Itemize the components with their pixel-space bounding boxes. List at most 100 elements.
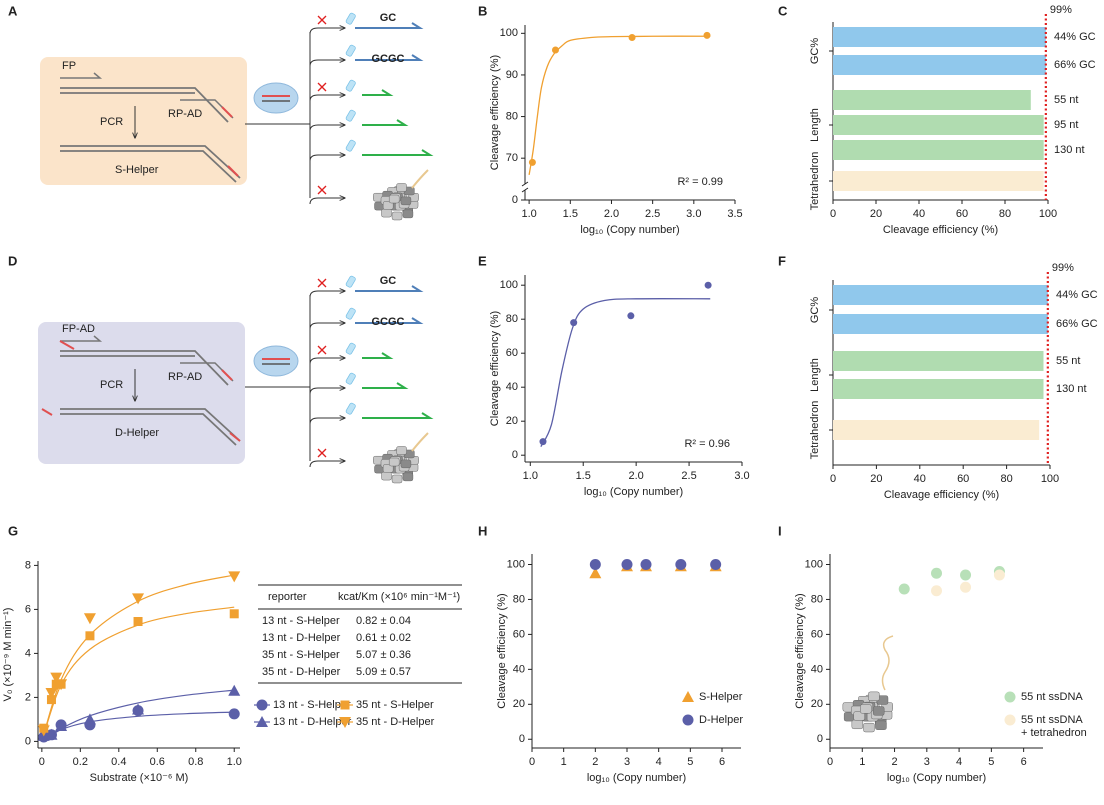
diagram-label: S-Helper	[115, 164, 159, 176]
diagram-label: RP-AD	[168, 371, 202, 383]
template	[60, 350, 229, 386]
strand-gcgc	[355, 54, 424, 61]
blob-part	[381, 208, 392, 218]
x-tick-label: 1	[561, 756, 567, 768]
blob-part	[382, 201, 394, 210]
branch	[309, 28, 345, 35]
category-label: 130 nt	[1054, 144, 1085, 156]
point	[570, 319, 578, 327]
annotation: R² = 0.99	[677, 176, 723, 188]
y-tick-label: 0	[519, 733, 525, 745]
x-tick-label: 6	[719, 756, 725, 768]
y-tick-label: 8	[25, 559, 31, 571]
table-cell: 13 nt - S-Helper	[262, 615, 340, 627]
x-tick-label: 60	[956, 208, 968, 220]
branch-label: GCGC	[372, 316, 405, 328]
category-label: 130 nt	[1056, 383, 1087, 395]
fit-line	[41, 574, 235, 742]
table-cell: 13 nt - D-Helper	[262, 632, 341, 644]
annotation: R² = 0.96	[684, 438, 730, 450]
tether	[411, 169, 429, 189]
diagram-label: PCR	[100, 116, 123, 128]
line	[229, 432, 241, 442]
line	[227, 165, 239, 177]
line	[221, 369, 233, 381]
tube-icon	[345, 139, 356, 152]
group-label: GC%	[809, 297, 821, 324]
legend-marker	[1004, 691, 1016, 703]
x-tick-label: 80	[1000, 473, 1012, 485]
bar	[833, 171, 1044, 191]
fit-line	[41, 606, 235, 742]
x-tick-label: 2.0	[604, 208, 619, 220]
x-tick-label: 80	[999, 208, 1011, 220]
diagram-box	[38, 322, 245, 464]
point	[704, 281, 712, 289]
blob-part	[396, 183, 407, 192]
helper	[60, 413, 237, 446]
x-tick-label: 2	[891, 756, 897, 768]
strand-length	[362, 382, 409, 389]
primer	[60, 72, 103, 79]
point	[55, 720, 68, 731]
diagram-label: D-Helper	[115, 427, 159, 439]
x-tick-label: 100	[1041, 473, 1059, 485]
branch-label: GC	[380, 12, 397, 24]
x-tick-label: 0	[827, 756, 833, 768]
branch	[309, 461, 345, 468]
table-header: kcat/Km (×10⁶ min⁻¹M⁻¹)	[338, 591, 460, 603]
line	[317, 82, 327, 92]
x-tick-label: 5	[687, 756, 693, 768]
strand-length	[362, 149, 434, 156]
line	[317, 345, 327, 355]
point	[675, 558, 687, 570]
legend-label: 35 nt - D-Helper	[356, 716, 435, 728]
group-label: Tetrahedron	[809, 152, 821, 211]
legend-label: D-Helper	[699, 714, 743, 726]
x-tick-label: 0	[39, 756, 45, 768]
diagram-label: FP-AD	[62, 323, 95, 335]
category-label: 66% GC	[1056, 318, 1098, 330]
line	[317, 185, 327, 195]
y-tick-label: 70	[506, 152, 518, 164]
tetrahedron-icon	[373, 446, 419, 484]
point	[628, 33, 636, 41]
helper	[60, 408, 241, 442]
point	[627, 312, 635, 320]
x-tick-label: 0	[830, 473, 836, 485]
strand-length	[362, 89, 394, 96]
legend-label: 55 nt ssDNA + tetrahedron	[1021, 714, 1087, 739]
point	[931, 567, 942, 579]
blob-part	[388, 457, 400, 467]
category-label: 66% GC	[1054, 59, 1096, 71]
diagram-label: RP-AD	[168, 108, 202, 120]
panel-label: B	[478, 3, 487, 18]
x-tick-label: 100	[1039, 208, 1057, 220]
blob-part	[391, 211, 403, 221]
protein-icon	[253, 82, 299, 114]
x-tick-label: 20	[870, 473, 882, 485]
table-cell: 0.61 ± 0.02	[356, 632, 411, 644]
point	[228, 684, 241, 696]
tether	[881, 635, 894, 691]
point	[228, 571, 241, 583]
bar	[833, 27, 1046, 47]
panel-label: H	[478, 523, 487, 538]
legend-label: 35 nt - S-Helper	[356, 699, 434, 711]
tube-icon	[345, 402, 356, 415]
x-tick-label: 3.0	[734, 470, 749, 482]
point	[85, 631, 95, 641]
blob-part	[868, 691, 880, 701]
point	[133, 617, 143, 626]
y-tick-label: 80	[506, 313, 518, 325]
bar	[833, 314, 1048, 334]
x-tick-label: 0.6	[150, 756, 165, 768]
blob-part	[400, 459, 412, 469]
x-tick-label: 0	[830, 208, 836, 220]
branch	[309, 125, 345, 132]
point	[83, 713, 96, 725]
x-tick-label: 4	[956, 756, 962, 768]
branch	[309, 95, 345, 102]
panel-label: E	[478, 253, 487, 268]
y-tick-label: 0	[817, 733, 823, 745]
